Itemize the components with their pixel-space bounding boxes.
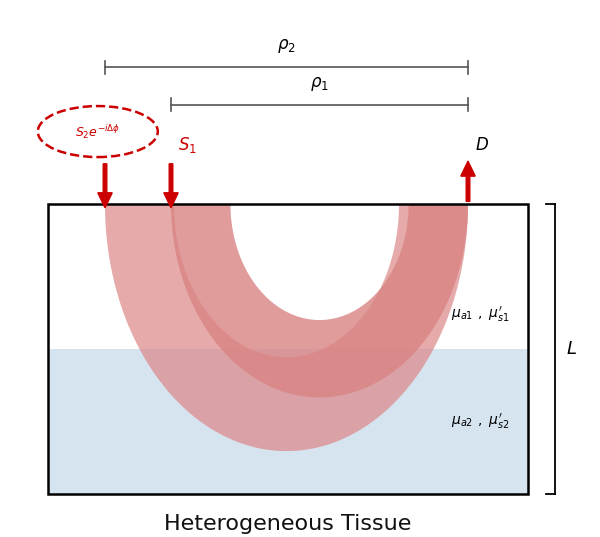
- Bar: [48, 204, 528, 494]
- Polygon shape: [171, 204, 468, 397]
- Polygon shape: [105, 204, 468, 451]
- Text: $L$: $L$: [566, 340, 577, 358]
- Text: Heterogeneous Tissue: Heterogeneous Tissue: [164, 513, 412, 534]
- FancyArrow shape: [164, 164, 178, 208]
- Text: $\mu_{a1}\ ,\ \mu_{s1}^{\prime}$: $\mu_{a1}\ ,\ \mu_{s1}^{\prime}$: [451, 304, 510, 324]
- Text: $S_2 e^{-i\Delta\phi}$: $S_2 e^{-i\Delta\phi}$: [75, 122, 121, 141]
- Text: $\rho_2$: $\rho_2$: [277, 37, 296, 55]
- Bar: [48, 204, 528, 349]
- Bar: [48, 349, 528, 494]
- Text: $S_1$: $S_1$: [178, 135, 197, 155]
- Text: $\mu_{a2}\ ,\ \mu_{s2}^{\prime}$: $\mu_{a2}\ ,\ \mu_{s2}^{\prime}$: [451, 412, 510, 431]
- Polygon shape: [171, 204, 468, 397]
- Text: $D$: $D$: [475, 136, 489, 154]
- Text: $\rho_1$: $\rho_1$: [310, 75, 329, 93]
- Polygon shape: [105, 204, 468, 451]
- FancyArrow shape: [98, 164, 112, 208]
- FancyArrow shape: [461, 161, 475, 201]
